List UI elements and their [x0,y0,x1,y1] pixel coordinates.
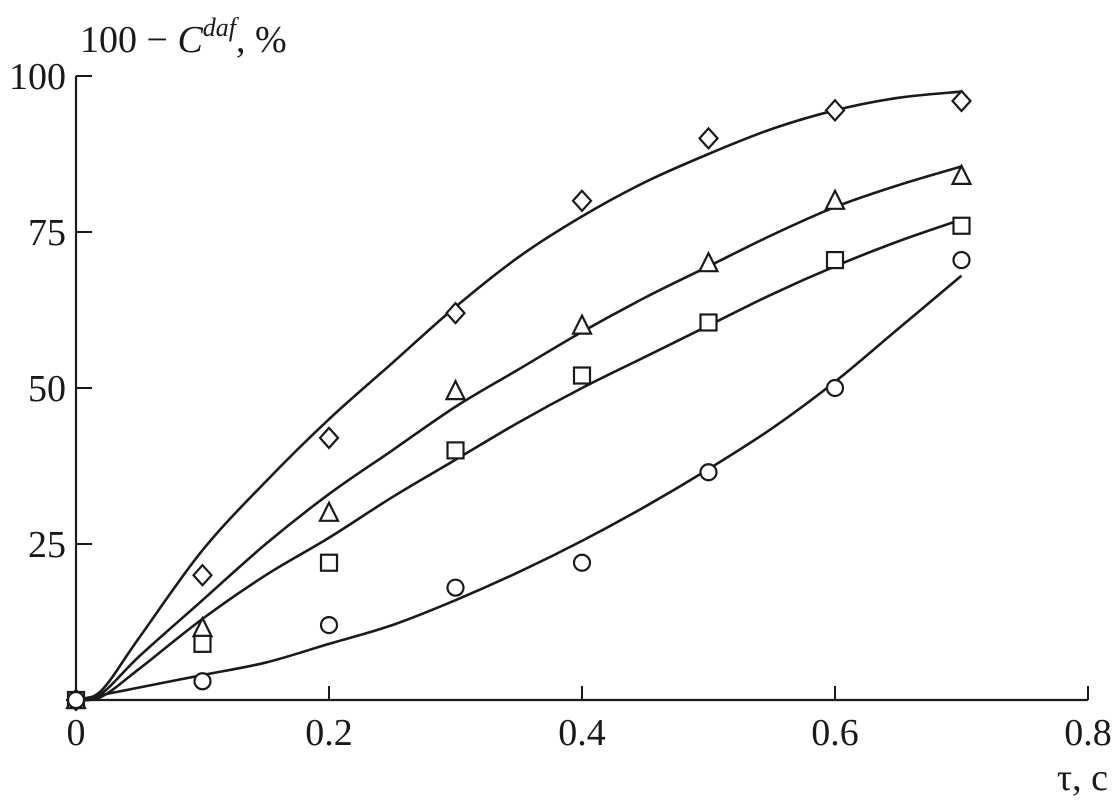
diamond-marker [318,426,340,450]
square-marker [319,553,339,572]
diamond-marker [698,126,719,151]
circle-marker [952,250,971,270]
square-marker [446,441,465,460]
diamond-marker [571,189,593,213]
circle-marker [193,672,212,691]
tick-labels: 0 0.2 0.4 0.6 0.8 25 50 75 100 [9,56,1112,754]
circle-marker [825,378,845,398]
x-tick-label: 0.2 [305,712,353,754]
x-tick-label: 0.4 [558,712,606,754]
diamond-marker [951,89,972,113]
y-tick-label: 100 [9,56,66,98]
y-tick-label: 25 [28,524,66,566]
circle-marker [572,553,592,572]
triangle-marker [318,500,340,522]
x-axis-title: τ, c [1057,757,1108,799]
circle-marker [446,578,465,597]
diamond-marker [824,98,846,122]
diamond-marker [192,563,213,587]
triangle-series-curve [75,165,962,702]
triangle-marker [191,615,214,638]
square-marker [193,634,212,653]
y-tick-label: 75 [28,212,66,254]
x-tick-label: 0.6 [811,712,859,754]
data-markers [65,89,973,712]
diamond-marker [445,301,466,325]
square-series-curve [75,218,962,702]
fit-curves [75,90,963,702]
circle-marker [699,463,718,482]
square-marker [825,250,845,270]
triangle-marker [571,313,593,335]
circle-marker [319,616,339,635]
ticks [76,75,1089,700]
x-tick-label: 0.8 [1064,712,1112,754]
y-tick-label: 50 [28,368,66,410]
diamond-series-curve [75,90,962,702]
triangle-marker [950,163,973,185]
triangle-marker [824,188,846,210]
y-axis-title: 100 − Cdaf, % [80,13,287,61]
circle-marker [66,690,86,710]
triangle-marker [444,378,467,401]
square-marker [572,366,592,385]
x-tick-label: 0 [67,712,86,754]
square-marker [952,216,971,235]
triangle-marker [697,250,720,273]
square-marker [699,313,718,332]
